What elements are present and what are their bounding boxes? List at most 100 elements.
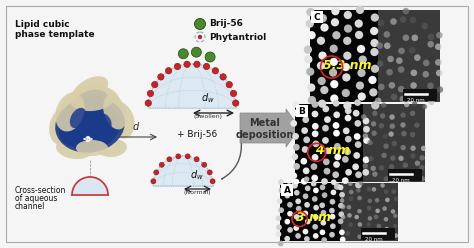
Text: 20 nm: 20 nm: [392, 178, 410, 183]
Text: 20 nm: 20 nm: [407, 98, 425, 103]
Circle shape: [317, 37, 325, 45]
Circle shape: [319, 202, 325, 208]
Circle shape: [332, 31, 340, 39]
Circle shape: [393, 214, 398, 218]
Circle shape: [279, 187, 284, 193]
Circle shape: [287, 211, 293, 217]
Text: $d_w$: $d_w$: [190, 168, 204, 182]
Circle shape: [184, 61, 190, 67]
Circle shape: [319, 185, 325, 190]
Circle shape: [333, 100, 339, 107]
Circle shape: [391, 209, 395, 214]
Circle shape: [357, 196, 362, 200]
Circle shape: [402, 34, 409, 41]
Text: $d_w$: $d_w$: [201, 91, 215, 105]
Circle shape: [370, 27, 378, 35]
Circle shape: [398, 66, 404, 73]
Circle shape: [338, 218, 344, 224]
Text: Metal: Metal: [250, 118, 281, 128]
Circle shape: [158, 74, 164, 80]
Circle shape: [331, 7, 339, 15]
Circle shape: [165, 67, 172, 74]
Circle shape: [363, 163, 368, 169]
Circle shape: [191, 47, 201, 57]
Circle shape: [284, 193, 290, 198]
Circle shape: [346, 205, 351, 210]
Circle shape: [363, 156, 369, 163]
Circle shape: [176, 154, 181, 159]
Circle shape: [322, 192, 328, 198]
Circle shape: [359, 56, 367, 64]
Circle shape: [292, 110, 299, 116]
Circle shape: [380, 113, 385, 119]
Circle shape: [308, 96, 316, 104]
Circle shape: [306, 68, 314, 76]
Text: deposition: deposition: [236, 130, 294, 140]
Circle shape: [345, 115, 351, 121]
Circle shape: [356, 188, 361, 193]
Text: 3 nm: 3 nm: [296, 211, 331, 224]
Circle shape: [304, 202, 310, 208]
Circle shape: [401, 113, 406, 118]
Circle shape: [312, 224, 318, 230]
Circle shape: [419, 165, 425, 170]
Circle shape: [390, 18, 397, 25]
Circle shape: [392, 141, 397, 146]
Circle shape: [203, 63, 210, 70]
Circle shape: [357, 93, 366, 101]
Circle shape: [342, 89, 350, 97]
Bar: [281, 184, 293, 196]
Circle shape: [310, 163, 317, 170]
Circle shape: [341, 215, 346, 219]
Circle shape: [277, 198, 283, 204]
Circle shape: [286, 183, 292, 189]
Circle shape: [370, 39, 379, 47]
Text: C: C: [314, 13, 320, 22]
Circle shape: [382, 153, 387, 158]
Circle shape: [194, 157, 199, 162]
Ellipse shape: [76, 140, 108, 156]
Circle shape: [410, 146, 416, 151]
Circle shape: [410, 70, 417, 76]
Circle shape: [353, 152, 360, 159]
Circle shape: [275, 231, 281, 237]
Circle shape: [293, 179, 299, 185]
Circle shape: [329, 199, 335, 205]
Circle shape: [368, 216, 372, 221]
Circle shape: [330, 214, 336, 219]
Ellipse shape: [65, 124, 95, 145]
Circle shape: [355, 215, 359, 219]
Circle shape: [152, 81, 158, 88]
Circle shape: [233, 100, 239, 106]
Circle shape: [378, 20, 384, 26]
Circle shape: [369, 88, 377, 96]
Circle shape: [342, 63, 350, 71]
Circle shape: [410, 132, 415, 137]
Circle shape: [295, 198, 301, 204]
Circle shape: [313, 233, 319, 239]
Text: B: B: [299, 107, 305, 116]
Circle shape: [375, 198, 379, 203]
Circle shape: [302, 211, 308, 216]
Circle shape: [371, 65, 379, 73]
Bar: [403, 89, 437, 101]
Circle shape: [322, 137, 329, 144]
Circle shape: [385, 198, 390, 202]
Circle shape: [383, 176, 389, 182]
Circle shape: [357, 222, 362, 227]
Circle shape: [371, 101, 379, 109]
Bar: [361, 228, 395, 240]
Circle shape: [342, 73, 350, 82]
Ellipse shape: [72, 76, 108, 104]
Circle shape: [374, 215, 378, 219]
Circle shape: [359, 181, 364, 185]
Circle shape: [284, 219, 290, 224]
Circle shape: [356, 6, 364, 14]
Text: phase template: phase template: [15, 30, 95, 39]
Circle shape: [367, 140, 373, 145]
Circle shape: [356, 81, 364, 90]
Circle shape: [342, 177, 348, 184]
Circle shape: [345, 107, 352, 114]
Circle shape: [230, 90, 237, 97]
Circle shape: [404, 173, 410, 179]
